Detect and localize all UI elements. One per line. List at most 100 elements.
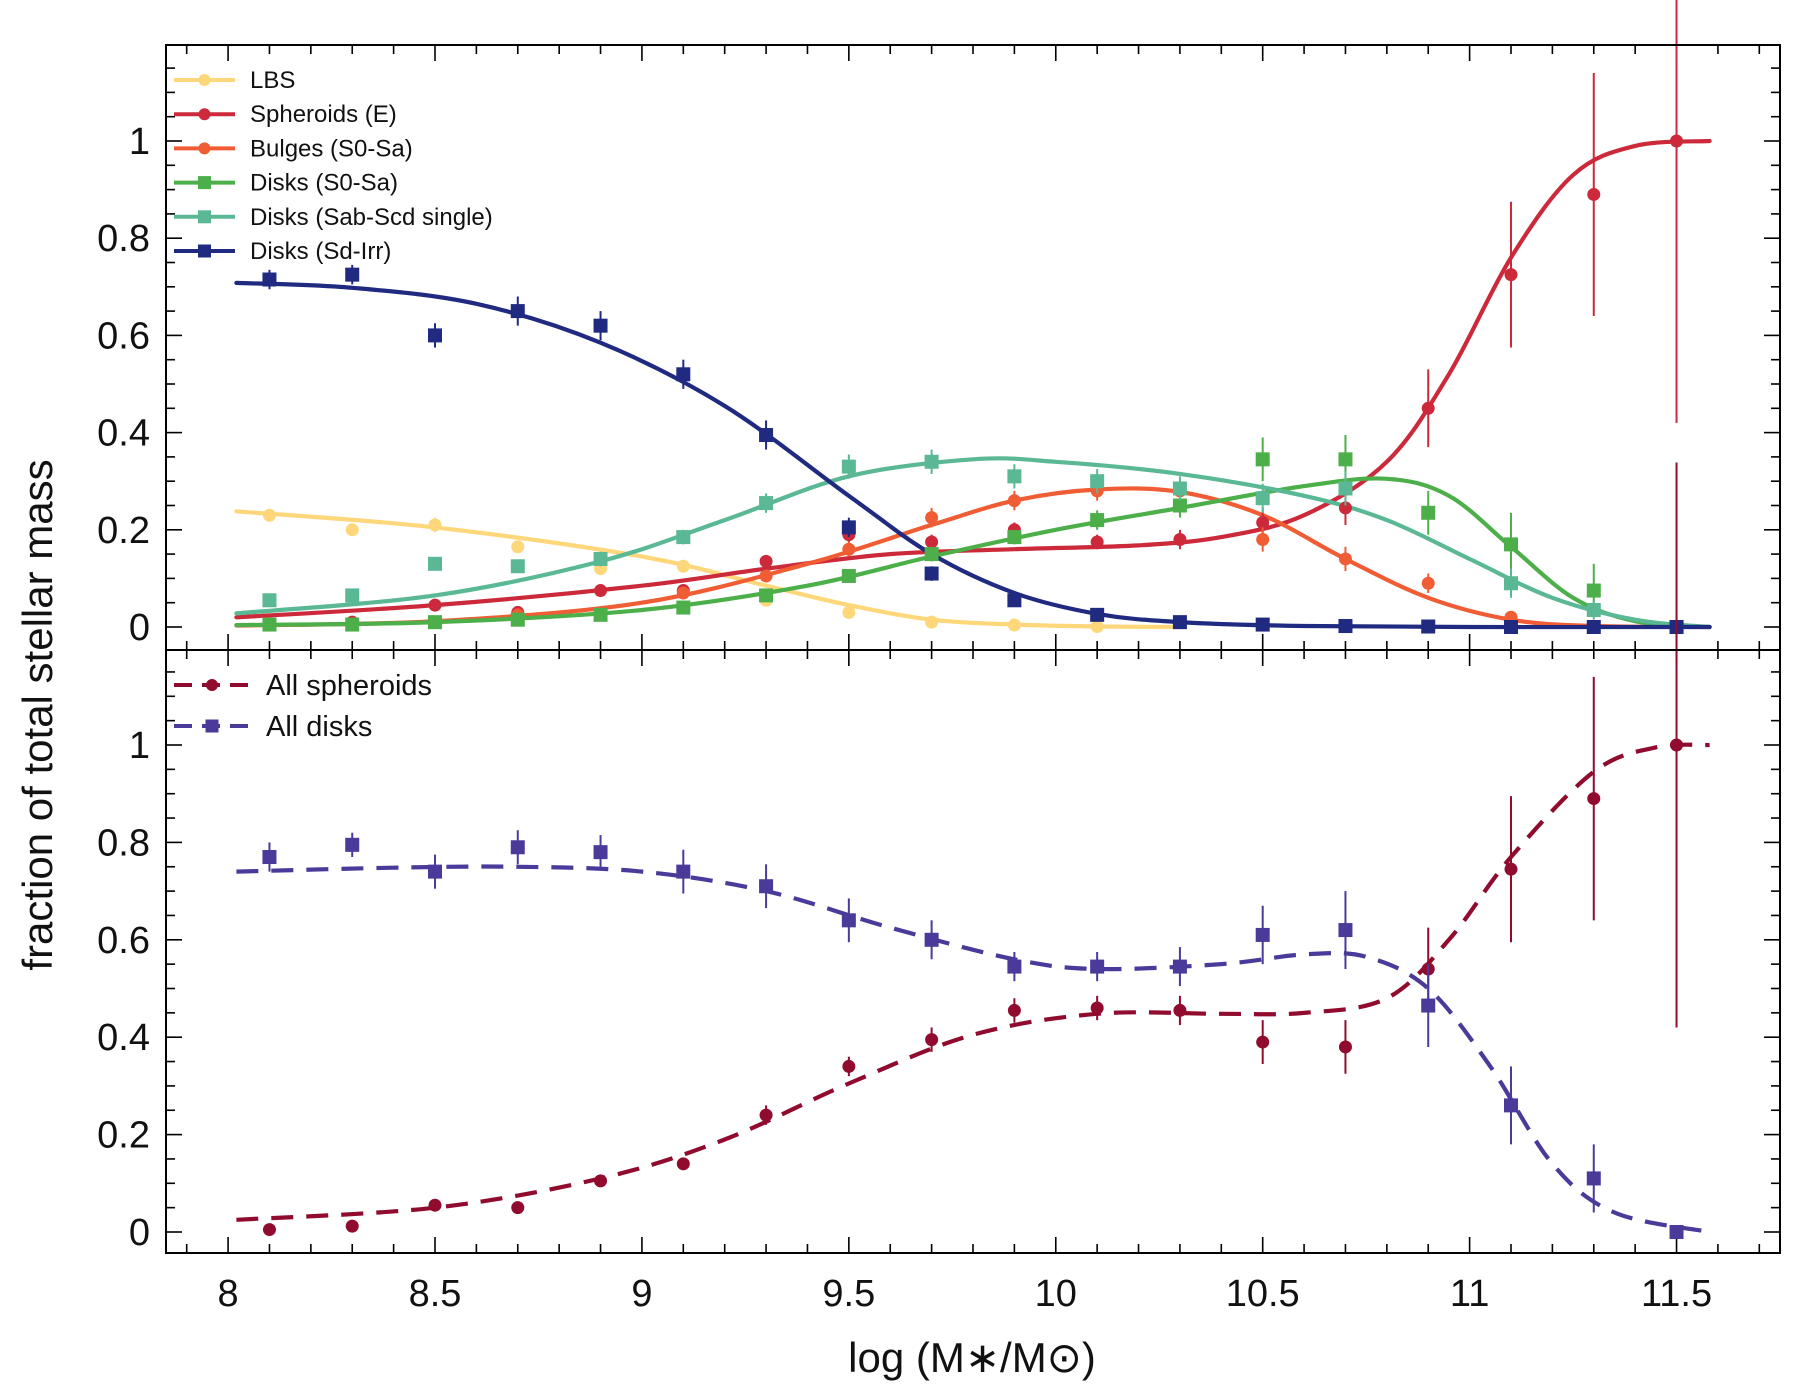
series-disks-s0-sa	[262, 435, 1684, 634]
data-point	[262, 1223, 276, 1237]
legend-marker	[198, 74, 211, 86]
data-point	[841, 568, 856, 583]
legend-label-bulges-s0-sa: Bulges (S0-Sa)	[250, 135, 413, 162]
series-all-spheroids	[262, 462, 1684, 1237]
data-point	[345, 267, 360, 282]
data-point	[428, 864, 442, 879]
legend-label-lbs: LBS	[250, 67, 295, 94]
panel-top-y-ticks	[166, 67, 1780, 628]
data-point	[676, 586, 690, 600]
x-tick-label: 8.5	[409, 1273, 462, 1315]
data-point	[345, 1219, 359, 1233]
data-point	[1090, 474, 1105, 489]
data-point	[510, 304, 525, 319]
data-point	[1669, 1225, 1684, 1239]
x-tick-label: 8	[218, 1273, 239, 1315]
data-point	[262, 508, 276, 522]
data-point	[1090, 620, 1104, 634]
series-disks-sab-scd-single	[262, 449, 1684, 634]
legend-bottom: All spheroids All disks	[174, 670, 432, 743]
data-point	[1421, 401, 1435, 415]
y-tick-label: 0.4	[97, 1017, 150, 1059]
data-point	[924, 547, 939, 562]
data-point	[1586, 583, 1601, 598]
data-point	[262, 617, 277, 632]
data-point	[594, 584, 608, 598]
x-tick-label: 11	[1450, 1273, 1489, 1315]
x-tick-label: 10	[1035, 1273, 1077, 1315]
fit-line-spheroids-e	[234, 138, 1712, 620]
legend-label-disks-sab-scd-single: Disks (Sab-Scd single)	[250, 204, 493, 231]
data-point	[593, 551, 608, 566]
data-point	[1172, 481, 1187, 496]
data-point	[1256, 1035, 1270, 1049]
panel-bottom: 0 0.2 0.4 0.6 0.8 1 All spheroids All disks	[97, 462, 1781, 1254]
legend-marker	[206, 679, 218, 691]
legend-marker	[198, 176, 211, 190]
data-point	[1586, 602, 1601, 617]
y-tick-label: 1	[129, 725, 150, 767]
series-all-disks	[262, 830, 1684, 1239]
data-point	[1090, 535, 1104, 549]
data-point	[1338, 501, 1352, 515]
y-tick-label: 0.8	[97, 218, 150, 260]
data-point	[345, 523, 359, 537]
data-point	[676, 864, 691, 879]
data-point	[1586, 620, 1601, 634]
legend-marker	[205, 719, 219, 733]
data-point	[1338, 619, 1353, 634]
data-point	[1504, 576, 1518, 591]
data-point	[1504, 268, 1518, 282]
y-axis-title: fraction of total stellar mass	[14, 459, 61, 970]
data-point	[1255, 927, 1270, 942]
legend-marker	[198, 210, 211, 224]
data-point	[1670, 738, 1684, 752]
data-point	[262, 272, 277, 287]
data-point	[428, 615, 442, 630]
y-tick-label: 0.6	[97, 920, 150, 962]
data-point	[1172, 498, 1187, 513]
data-point	[676, 600, 691, 615]
data-point	[842, 605, 856, 619]
x-tick-label: 9.5	[822, 1273, 875, 1315]
data-point	[1421, 576, 1435, 590]
y-tick-label: 0.4	[97, 413, 150, 455]
data-point	[759, 569, 773, 583]
data-point	[924, 566, 939, 581]
data-point	[428, 1198, 442, 1212]
data-point	[428, 328, 442, 343]
x-tick-label: 10.5	[1226, 1273, 1300, 1315]
fit-line-disks-s0-sa	[234, 476, 1712, 630]
data-point	[1007, 530, 1022, 545]
legend-marker	[198, 142, 211, 155]
data-point	[842, 542, 856, 556]
data-point	[1172, 959, 1187, 974]
data-point	[676, 1157, 690, 1171]
data-point	[1090, 607, 1105, 622]
data-point	[1587, 792, 1601, 806]
data-point	[345, 617, 360, 632]
legend-label-disks-sd-irr: Disks (Sd-Irr)	[250, 238, 391, 265]
data-point	[759, 1108, 773, 1122]
data-point	[1421, 619, 1436, 634]
data-point	[511, 540, 525, 554]
data-point	[1587, 187, 1601, 201]
data-point	[1007, 618, 1021, 632]
data-point	[511, 1201, 525, 1215]
data-point	[759, 554, 773, 568]
data-point	[925, 615, 939, 629]
panel-bottom-y-ticks	[166, 671, 1780, 1233]
data-point	[925, 535, 939, 549]
data-point	[593, 607, 608, 622]
data-point	[759, 496, 774, 511]
data-point	[345, 588, 360, 603]
data-point	[1504, 862, 1518, 876]
data-point	[1504, 620, 1518, 634]
data-point	[510, 612, 525, 627]
data-point	[1090, 1001, 1104, 1015]
data-point	[1338, 923, 1353, 938]
data-point	[676, 367, 691, 382]
data-point	[841, 520, 856, 535]
series-disks-sd-irr	[262, 264, 1684, 634]
data-point	[1255, 617, 1270, 632]
